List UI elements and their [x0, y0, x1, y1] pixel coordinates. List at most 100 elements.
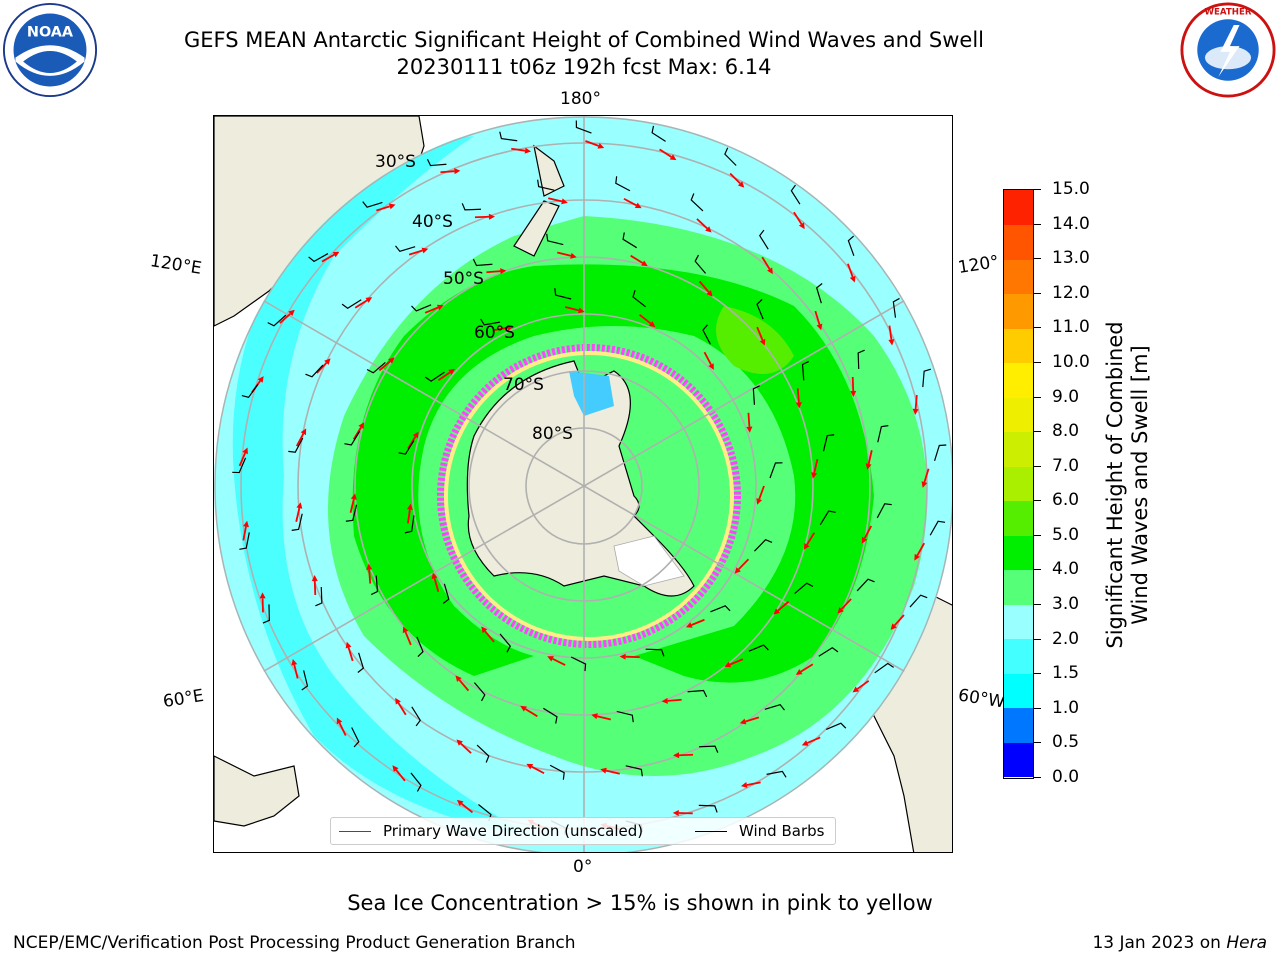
svg-text:WEATHER: WEATHER [1204, 7, 1251, 17]
wave-direction-arrowhead [773, 608, 780, 615]
wave-direction-arrowhead [914, 553, 920, 561]
wave-direction-arrow [703, 351, 712, 366]
colorbar-tick-label: 15.0 [1052, 179, 1090, 199]
wave-direction-arrow [914, 395, 918, 410]
wave-direction-arrow [376, 205, 391, 212]
wave-direction-arrow [347, 647, 354, 662]
wave-direction-arrow [746, 781, 761, 786]
wind-barb [754, 539, 773, 552]
wind-barb [425, 371, 445, 382]
wind-barb [305, 364, 324, 378]
wave-direction-arrow [316, 362, 328, 374]
wave-direction-arrowhead [816, 323, 823, 331]
colorbar-tick [1034, 431, 1041, 433]
wave-direction-arrowhead [257, 376, 264, 383]
wave-direction-arrowhead [861, 536, 868, 544]
noaa-logo: NOAA [2, 2, 98, 98]
wave-direction-arrow [437, 371, 451, 381]
wave-direction-arrowhead [685, 622, 693, 628]
wind-barb [476, 744, 490, 763]
wind-barb [351, 727, 360, 748]
wave-direction-arrow [814, 310, 821, 325]
colorbar-segment [1004, 535, 1033, 571]
colorbar-tick [1034, 223, 1041, 225]
wind-barb [756, 299, 764, 320]
wind-barb [616, 710, 634, 723]
wind-barb [645, 648, 665, 657]
wave-direction-arrowhead [578, 307, 585, 314]
colorbar-tick [1034, 673, 1041, 675]
colorbar-tick-label: 9.0 [1052, 386, 1080, 407]
wave-direction-arrowhead [708, 363, 714, 370]
lon-label-180: 180° [560, 89, 601, 109]
colorbar-segment [1004, 673, 1033, 709]
wave-direction-arrowhead [672, 809, 679, 816]
colorbar-tick [1034, 569, 1041, 571]
lat-label-40s: 40°S [412, 212, 453, 232]
wind-barb [404, 515, 415, 534]
colorbar-segment [1004, 431, 1033, 467]
wave-direction-arrow [511, 147, 526, 152]
southern-africa-land [214, 755, 300, 827]
colorbar-segment [1004, 293, 1033, 329]
wave-direction-arrowhead [634, 202, 642, 209]
wave-direction-arrowhead [242, 447, 248, 455]
colorbar-tick [1034, 396, 1041, 398]
colorbar-segment [1004, 362, 1033, 398]
wave-direction-arrowhead [746, 426, 753, 433]
wave-direction-arrow [623, 197, 637, 207]
wind-barb [546, 233, 564, 246]
wave-direction-arrow [295, 433, 305, 447]
wave-direction-arrow [295, 507, 301, 522]
wave-direction-arrow [729, 172, 741, 185]
wind-barb-legend-label: Wind Barbs [739, 822, 825, 840]
wave-direction-arrowhead [706, 290, 713, 297]
wind-barb [790, 184, 801, 205]
wave-direction-arrow [531, 765, 545, 775]
colorbar-tick-label: 13.0 [1052, 248, 1090, 269]
wave-direction-arrowhead [767, 267, 773, 275]
wave-direction-arrow [548, 197, 563, 203]
wind-barb [819, 510, 836, 526]
colorbar-segment [1004, 707, 1033, 743]
colorbar-tick-label: 0.5 [1052, 732, 1080, 753]
wind-barb [752, 385, 760, 405]
wave-direction-arrow [923, 468, 930, 483]
wave-direction-arrowhead [526, 763, 534, 770]
wind-barb [362, 201, 383, 208]
wind-barb [764, 703, 785, 711]
colorbar-tick-label: 0.0 [1052, 767, 1080, 787]
wave-direction-arrowhead [795, 402, 802, 409]
wind-barb [856, 578, 875, 592]
wind-barb [301, 670, 309, 691]
wave-direction-arrow [796, 388, 800, 403]
footer-date: 13 Jan 2023 on Hera [1092, 933, 1267, 953]
wave-direction-arrowhead [488, 213, 495, 220]
wind-barb [499, 633, 511, 653]
wave-direction-arrow [493, 326, 508, 332]
wave-direction-arrowhead [402, 626, 409, 634]
wave-direction-arrow [404, 631, 412, 646]
wind-barb [724, 147, 737, 166]
wave-direction-legend-swatch [339, 831, 371, 832]
wave-direction-arrowhead [345, 641, 352, 649]
wave-direction-arrow [293, 664, 299, 679]
wave-direction-arrow [486, 270, 501, 274]
wave-direction-arrow [338, 722, 347, 736]
wind-barb [694, 254, 707, 274]
wave-direction-arrowhead [734, 567, 741, 574]
wave-direction-arrow [368, 569, 372, 584]
colorbar-segment [1004, 604, 1033, 640]
wave-direction-arrow [840, 598, 852, 610]
wave-direction-arrowhead [412, 431, 419, 439]
wind-barb [426, 158, 447, 167]
wave-direction-arrow [729, 658, 744, 666]
colorbar-segment [1004, 397, 1033, 433]
wave-direction-arrowhead [756, 498, 763, 505]
lon-label-120w: 120° [956, 251, 1001, 279]
wind-barb [473, 682, 486, 702]
lon-label-60e: 60°E [161, 685, 206, 713]
colorbar-tick [1034, 500, 1041, 502]
wave-direction-arrowhead [759, 338, 766, 346]
wave-direction-arrow [691, 618, 705, 626]
